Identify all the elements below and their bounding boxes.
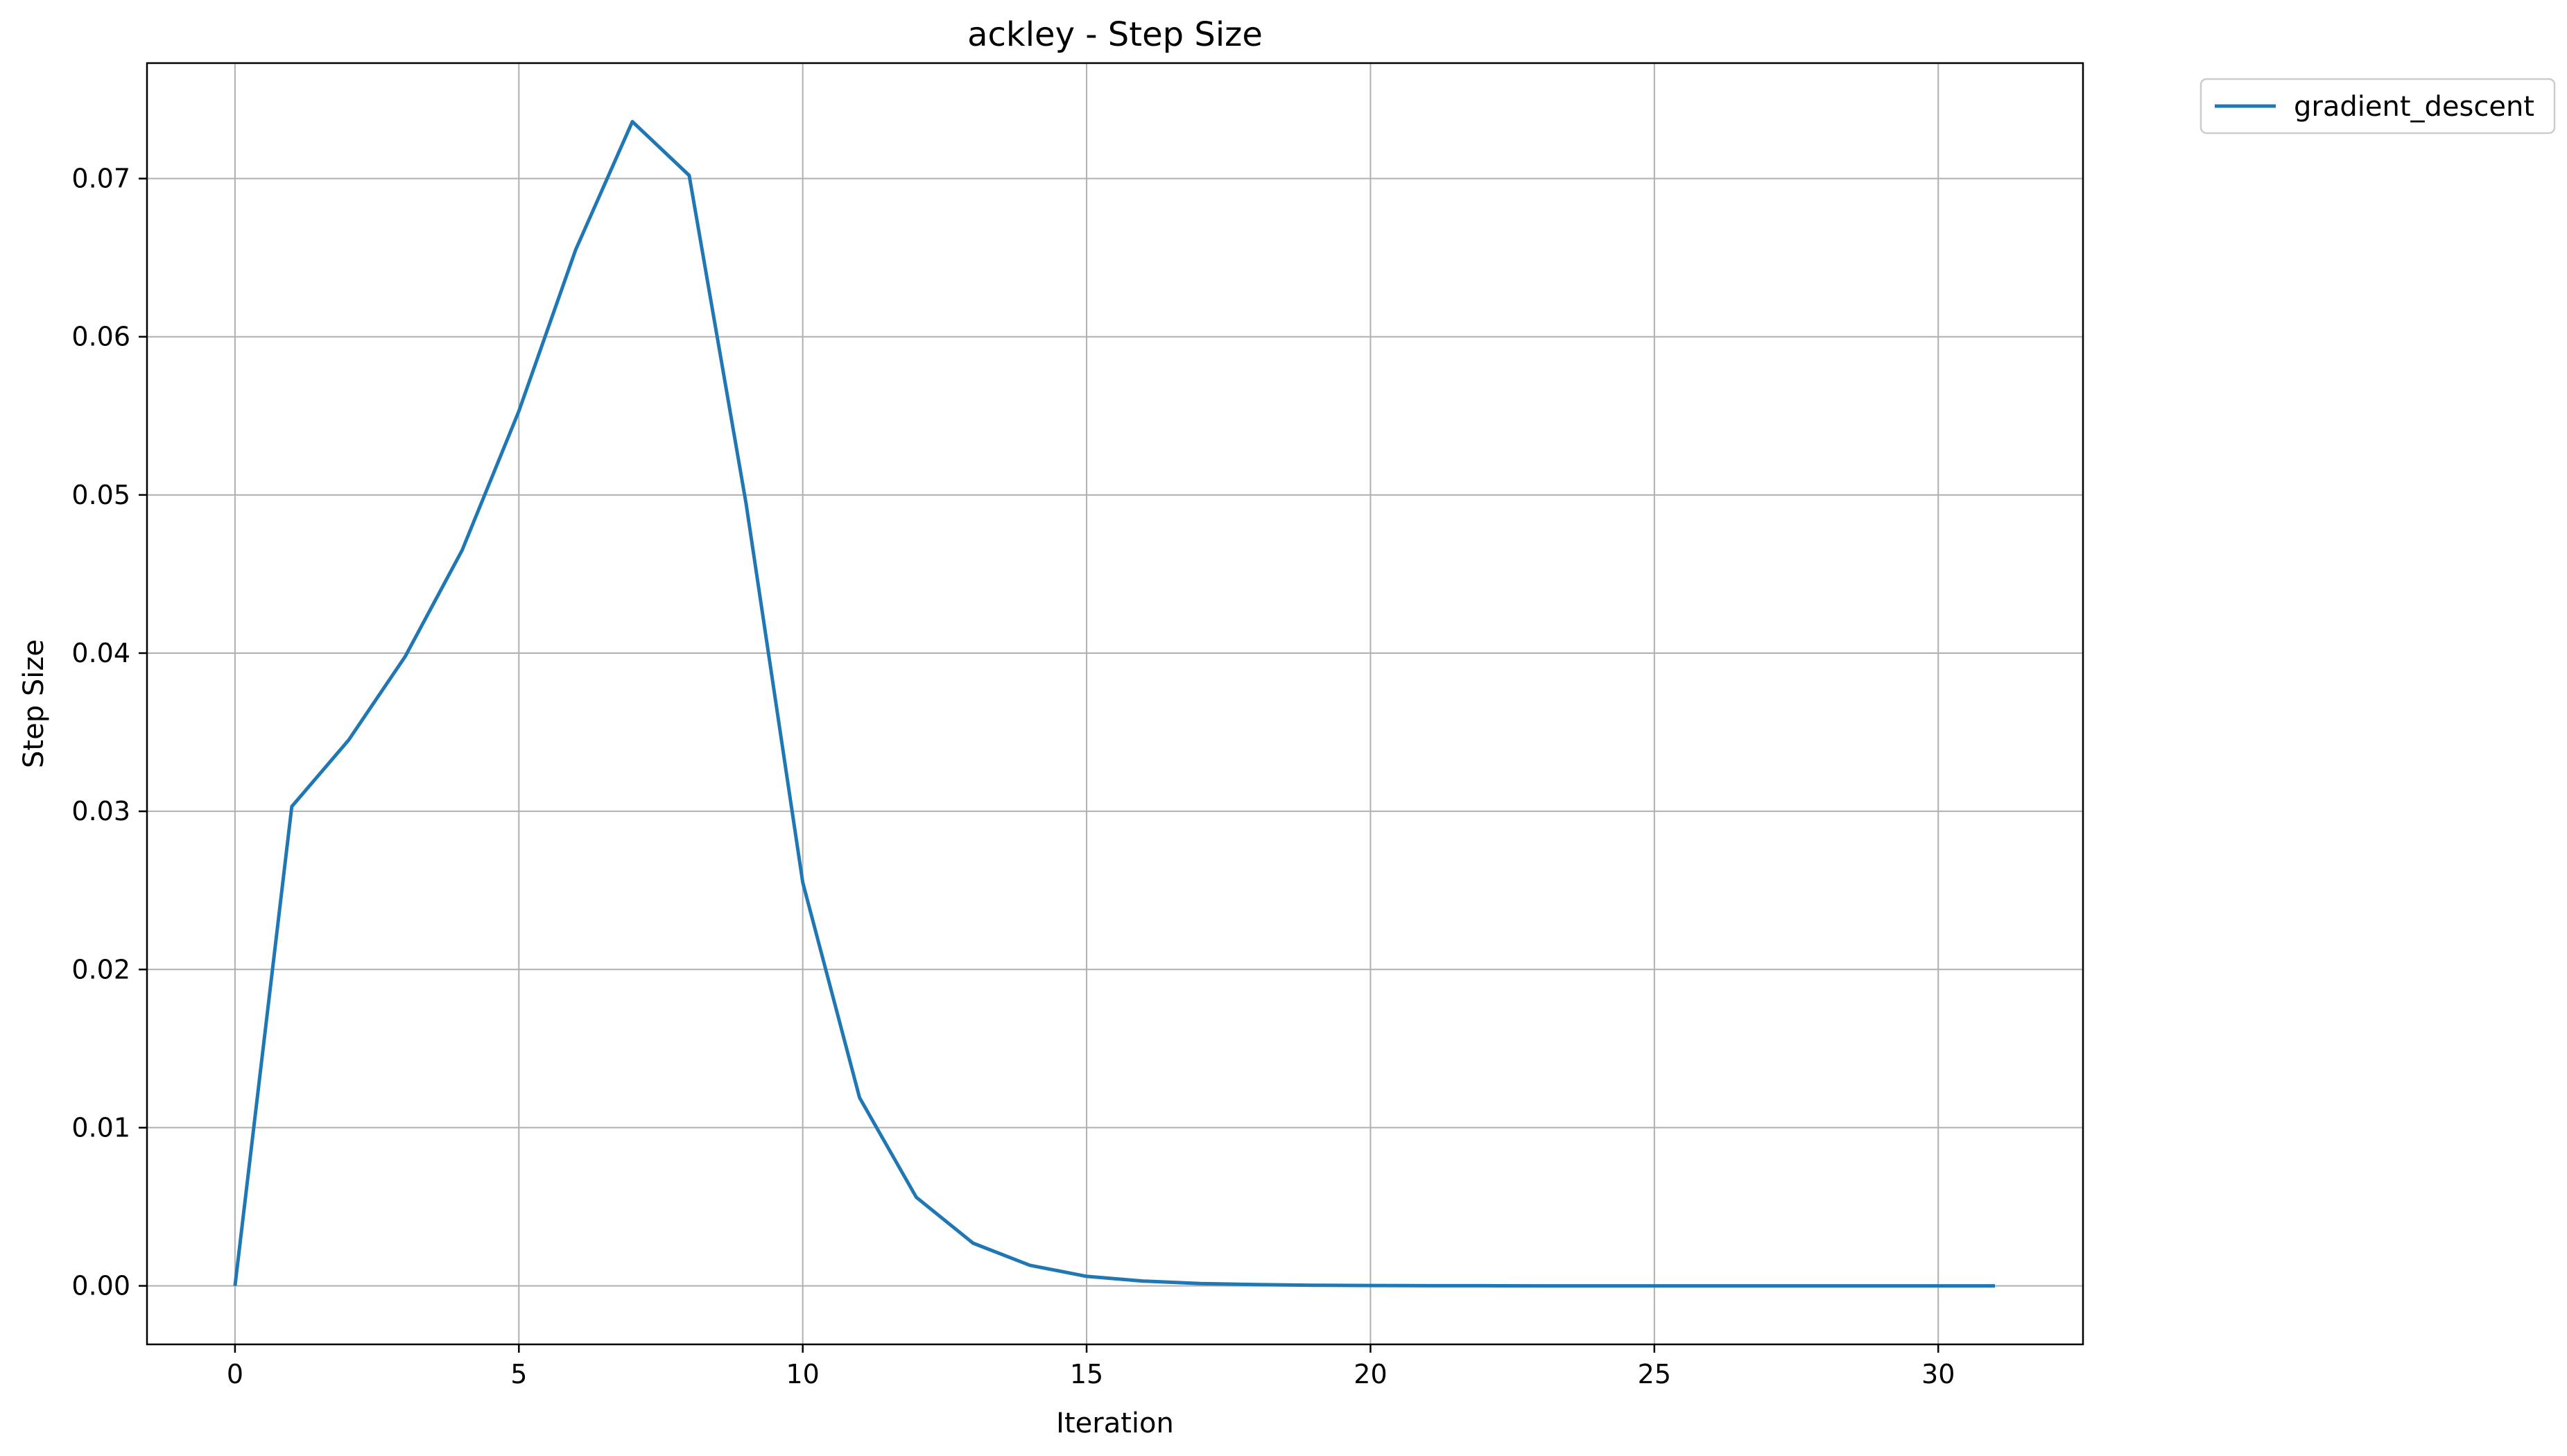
legend-label: gradient_descent	[2294, 91, 2534, 123]
x-tick-label: 20	[1354, 1359, 1387, 1389]
x-tick-label: 25	[1638, 1359, 1671, 1389]
x-tick-label: 30	[1921, 1359, 1955, 1389]
y-tick-label: 0.05	[71, 480, 130, 510]
x-axis-ticks: 0 5 10 15 20 25 30	[227, 1344, 1955, 1389]
legend-box	[2199, 78, 2556, 135]
x-tick-label: 10	[786, 1359, 819, 1389]
series-layer	[233, 119, 1996, 1288]
y-tick-label: 0.00	[71, 1271, 130, 1301]
x-axis-label: Iteration	[1056, 1407, 1174, 1439]
x-tick-label: 0	[227, 1359, 243, 1389]
x-tick-label: 15	[1070, 1359, 1103, 1389]
x-tick-label: 5	[510, 1359, 527, 1389]
legend: gradient_descent	[2199, 78, 2556, 135]
grid-lines	[147, 63, 2083, 1344]
chart-title: ackley - Step Size	[967, 15, 1263, 54]
y-tick-label: 0.03	[71, 796, 130, 826]
y-axis-label: Step Size	[18, 639, 50, 768]
y-tick-label: 0.01	[71, 1112, 130, 1143]
y-axis-ticks: 0.00 0.01 0.02 0.03 0.04 0.05 0.06 0.07	[71, 164, 147, 1301]
y-tick-label: 0.07	[71, 164, 130, 194]
y-tick-label: 0.06	[71, 322, 130, 352]
series-line-gradient_descent	[233, 119, 1996, 1288]
y-tick-label: 0.02	[71, 954, 130, 985]
plot-frame	[146, 62, 2084, 1346]
y-tick-label: 0.04	[71, 638, 130, 668]
